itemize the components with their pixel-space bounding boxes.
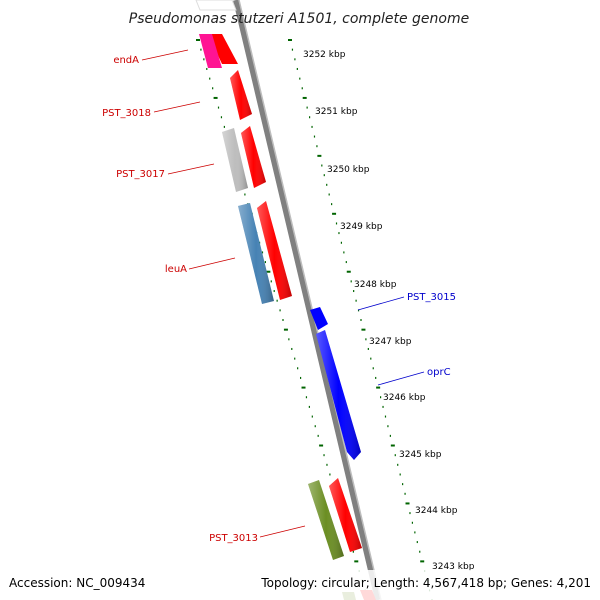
topology-text: Topology: circular; Length: 4,567,418 bp…: [260, 576, 591, 590]
gene-leaders: [141, 49, 425, 538]
features: [195, 0, 376, 600]
gene-labels: endA PST_3018 PST_3017 leuA PST_3015 opr…: [102, 55, 456, 544]
tick-label: 3252 kbp: [303, 50, 346, 60]
tick-label: 3244 kbp: [415, 506, 458, 516]
kbp-ticks: 3252 kbp 3251 kbp 3250 kbp 3249 kbp 3248…: [303, 50, 475, 572]
tick-label: 3246 kbp: [383, 393, 426, 403]
tick-label: 3249 kbp: [340, 222, 383, 232]
gene-label-pst3018[interactable]: PST_3018: [102, 108, 151, 119]
gene-label-endA[interactable]: endA: [113, 55, 139, 66]
cds-feature[interactable]: [208, 34, 238, 64]
gene-label-pst3015[interactable]: PST_3015: [407, 292, 456, 303]
tick-label: 3251 kbp: [315, 107, 358, 117]
backbone: [233, 0, 382, 600]
tick-label: 3250 kbp: [327, 165, 370, 175]
gene-label-pst3013[interactable]: PST_3013: [209, 533, 258, 544]
map-title: Pseudomonas stutzeri A1501, complete gen…: [129, 11, 469, 27]
gene-label-leuA[interactable]: leuA: [165, 264, 187, 275]
tick-label: 3245 kbp: [399, 450, 442, 460]
tick-label: 3243 kbp: [432, 562, 475, 572]
cds-feature[interactable]: [195, 0, 237, 11]
gene-label-pst3017[interactable]: PST_3017: [116, 169, 165, 180]
gene-endA-feature[interactable]: [199, 34, 222, 68]
tick-label: 3248 kbp: [354, 280, 397, 290]
gene-pst3015-feature[interactable]: [310, 307, 328, 330]
tick-label: 3247 kbp: [369, 337, 412, 347]
accession-text: Accession: NC_009434: [9, 576, 145, 590]
gene-label-oprC[interactable]: oprC: [427, 367, 451, 378]
